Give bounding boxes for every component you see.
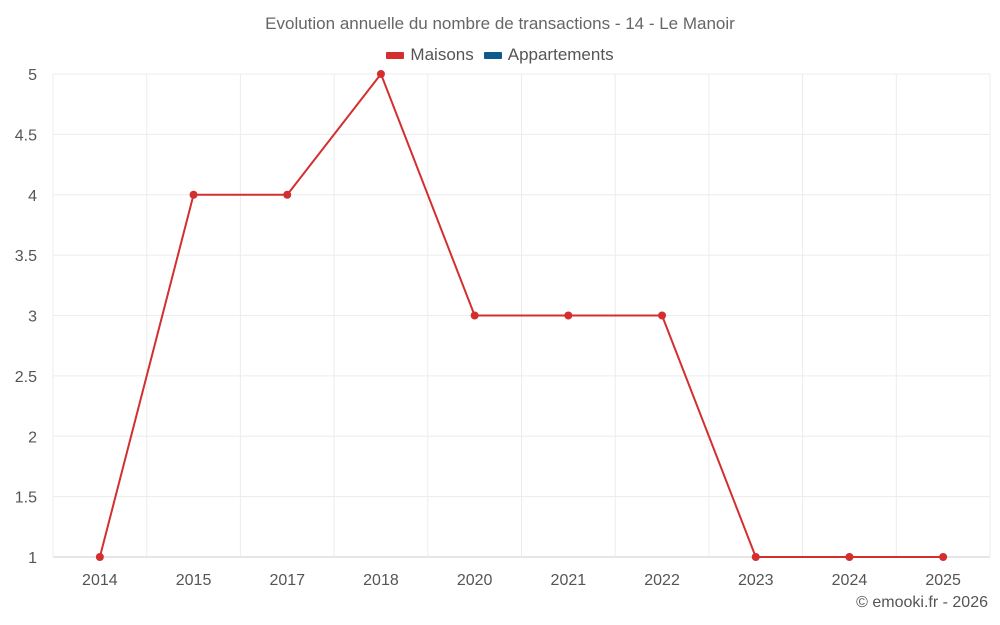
legend-label-maisons: Maisons	[410, 45, 474, 64]
data-point-maisons	[376, 70, 385, 78]
y-tick-label: 3	[28, 309, 37, 326]
y-tick-label: 4.5	[15, 127, 37, 144]
y-tick-label: 2	[28, 429, 37, 446]
series-line-maisons	[98, 71, 944, 558]
legend-item-appartements[interactable]: Appartements	[483, 45, 614, 65]
y-tick-label: 3.5	[15, 248, 37, 265]
x-tick-label: 2021	[551, 572, 587, 589]
y-tick-label: 2.5	[15, 369, 37, 386]
x-tick-label: 2023	[738, 572, 774, 589]
data-point-maisons	[470, 311, 479, 320]
data-point-maisons	[751, 553, 760, 561]
legend-swatch-appartements	[483, 51, 502, 59]
data-point-maisons	[189, 190, 198, 199]
y-tick-label: 1	[28, 550, 37, 567]
legend-label-appartements: Appartements	[507, 45, 614, 64]
data-point-maisons	[939, 553, 948, 561]
x-tick-label: 2024	[832, 572, 868, 589]
x-tick-label: 2014	[82, 572, 118, 589]
y-tick-label: 1.5	[15, 490, 37, 507]
copyright-credit: © emooki.fr - 2026	[856, 594, 988, 611]
x-tick-label: 2015	[176, 572, 212, 589]
x-tick-label: 2018	[363, 572, 399, 589]
x-tick-label: 2025	[925, 572, 961, 589]
data-point-maisons	[564, 311, 573, 320]
data-point-maisons	[658, 311, 667, 320]
data-point-maisons	[845, 553, 854, 561]
data-point-maisons	[283, 190, 292, 199]
x-tick-label: 2022	[644, 572, 680, 589]
chart-title: Evolution annuelle du nombre de transact…	[265, 14, 735, 33]
x-tick-label: 2020	[457, 572, 493, 589]
y-tick-label: 4	[28, 188, 37, 205]
data-point-maisons	[95, 553, 104, 561]
legend-item-maisons[interactable]: Maisons	[386, 45, 474, 65]
chart-legend: Maisons Appartements	[0, 45, 1000, 65]
y-tick-label: 5	[28, 67, 37, 84]
x-tick-label: 2017	[269, 572, 305, 589]
legend-swatch-maisons	[386, 51, 405, 59]
